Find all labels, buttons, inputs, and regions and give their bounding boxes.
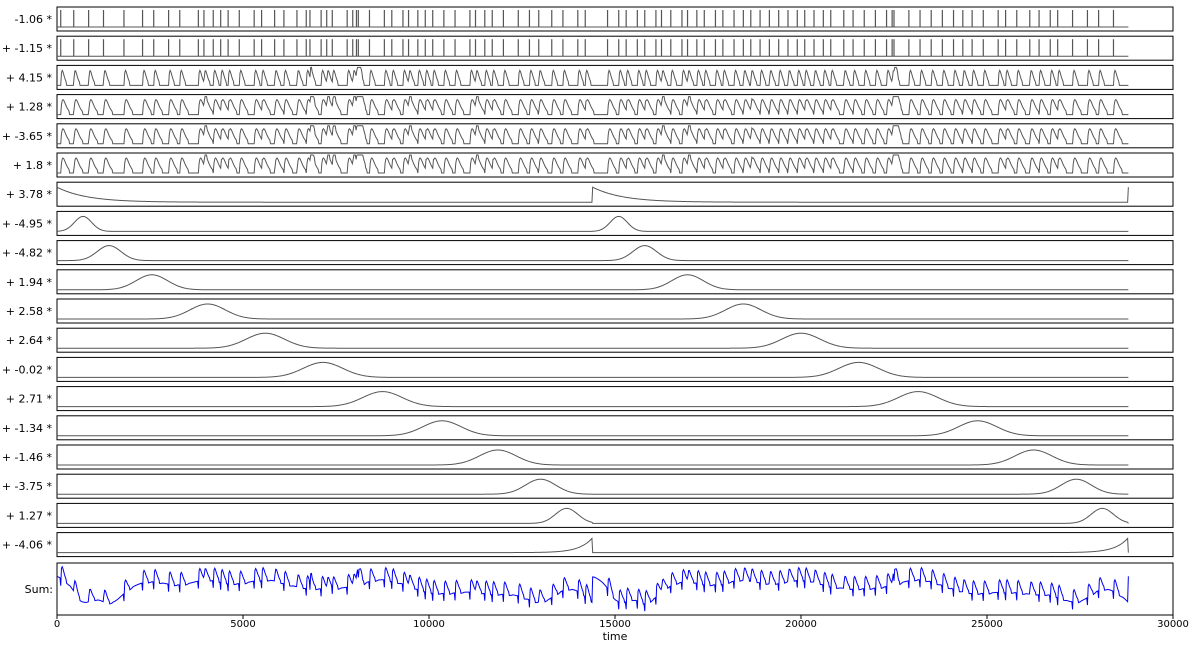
regressor-panel-14: + -1.34 * <box>2 415 1174 441</box>
panel-frame <box>56 473 1174 499</box>
regressor-panel-0: -1.06 * <box>15 6 1174 32</box>
panel-label: + -4.95 * <box>2 217 53 230</box>
regressor-panel-8: + -4.82 * <box>2 240 1174 266</box>
regressor-line <box>56 215 1129 232</box>
panel-label: + -0.02 * <box>2 363 53 376</box>
regressor-line <box>57 507 1129 524</box>
regressor-panel-12: + -0.02 * <box>2 356 1174 382</box>
regressor-line <box>57 361 1129 378</box>
panel-label: + -3.65 * <box>2 130 53 143</box>
panel-label: + 2.64 * <box>6 334 53 347</box>
regressor-panel-5: + 1.8 * <box>13 152 1174 178</box>
panel-frame <box>56 269 1174 295</box>
regressor-panel-17: + 1.27 * <box>6 502 1174 528</box>
panel-frame <box>56 64 1174 90</box>
panel-label: + -4.06 * <box>2 539 53 552</box>
x-tick-label: 0 <box>54 619 60 630</box>
x-tick-label: 30000 <box>1157 619 1189 630</box>
regressor-line <box>57 274 1129 291</box>
regressor-panel-2: + 4.15 * <box>6 64 1174 90</box>
x-axis-label: time <box>603 630 628 643</box>
panel-label: + 1.94 * <box>6 276 53 289</box>
panel-label: + -1.15 * <box>2 42 53 55</box>
panel-frame <box>56 94 1174 120</box>
panel-label: + 2.58 * <box>6 305 53 318</box>
regressor-panel-11: + 2.64 * <box>6 327 1174 353</box>
panel-label: + -1.46 * <box>2 451 53 464</box>
regressor-line <box>57 125 1129 145</box>
panel-label: + 2.71 * <box>6 393 53 406</box>
panel-label: + -3.75 * <box>2 480 53 493</box>
regressor-panel-6: + 3.78 * <box>6 181 1174 207</box>
regressor-panel-10: + 2.58 * <box>6 298 1174 324</box>
panel-label: + -1.34 * <box>2 422 53 435</box>
regressor-panel-7: + -4.95 * <box>2 210 1174 236</box>
panel-frame <box>56 240 1174 266</box>
regressor-line <box>57 449 1129 466</box>
panel-frame <box>56 152 1174 178</box>
x-tick-label: 5000 <box>230 619 255 630</box>
regressor-panel-13: + 2.71 * <box>6 386 1174 412</box>
panel-frame <box>56 415 1174 441</box>
panel-frame <box>56 298 1174 324</box>
x-tick-label: 15000 <box>599 619 631 630</box>
regressor-panel-4: + -3.65 * <box>2 123 1174 149</box>
regressor-line <box>57 303 1129 320</box>
regressor-line <box>57 245 1129 262</box>
panel-frame <box>56 327 1174 353</box>
regressor-panel-18: + -4.06 * <box>2 532 1174 558</box>
regressor-line <box>57 96 1129 116</box>
panel-label: -1.06 * <box>15 13 53 26</box>
panel-label: + 4.15 * <box>6 71 53 84</box>
regressor-panel-15: + -1.46 * <box>2 444 1174 470</box>
panel-frame <box>56 386 1174 412</box>
regressor-panel-9: + 1.94 * <box>6 269 1174 295</box>
regressor-panel-16: + -3.75 * <box>2 473 1174 499</box>
sum-label: Sum: <box>25 583 53 596</box>
panel-frame <box>56 444 1174 470</box>
panel-label: + -4.82 * <box>2 247 53 260</box>
panel-label: + 1.28 * <box>6 101 53 114</box>
panel-label: + 3.78 * <box>6 188 53 201</box>
panel-frame <box>56 502 1174 528</box>
regressor-line <box>57 478 1129 495</box>
panel-frame <box>56 123 1174 149</box>
regressor-line <box>57 332 1129 349</box>
panel-frame <box>56 532 1174 558</box>
x-tick-label: 20000 <box>785 619 817 630</box>
regressor-line <box>57 66 1129 86</box>
panel-frame <box>56 356 1174 382</box>
panel-frame <box>56 210 1174 236</box>
panel-frame <box>56 181 1174 207</box>
x-tick-label: 10000 <box>413 619 445 630</box>
regressor-line <box>57 537 1129 554</box>
x-axis: 0 5000 10000 15000 20000 25000 30000 <box>54 615 1189 630</box>
regressor-panel-3: + 1.28 * <box>6 94 1174 120</box>
regressor-panel-1: + -1.15 * <box>2 35 1174 61</box>
regressor-line <box>57 391 1129 408</box>
panel-label: + 1.8 * <box>13 159 53 172</box>
panel-label: + 1.27 * <box>6 509 53 522</box>
regressor-panels: -1.06 * + -1.15 * + 4.15 * + 1.28 * + -3.65 … <box>2 6 1174 558</box>
regressor-line <box>56 186 1129 203</box>
panel-frame <box>56 6 1174 32</box>
panel-frame <box>56 35 1174 61</box>
regressor-line <box>57 420 1129 437</box>
regressor-line <box>57 154 1129 174</box>
sum-panel: Sum: <box>25 562 1174 616</box>
x-tick-label: 25000 <box>971 619 1003 630</box>
sum-line <box>56 565 1129 612</box>
